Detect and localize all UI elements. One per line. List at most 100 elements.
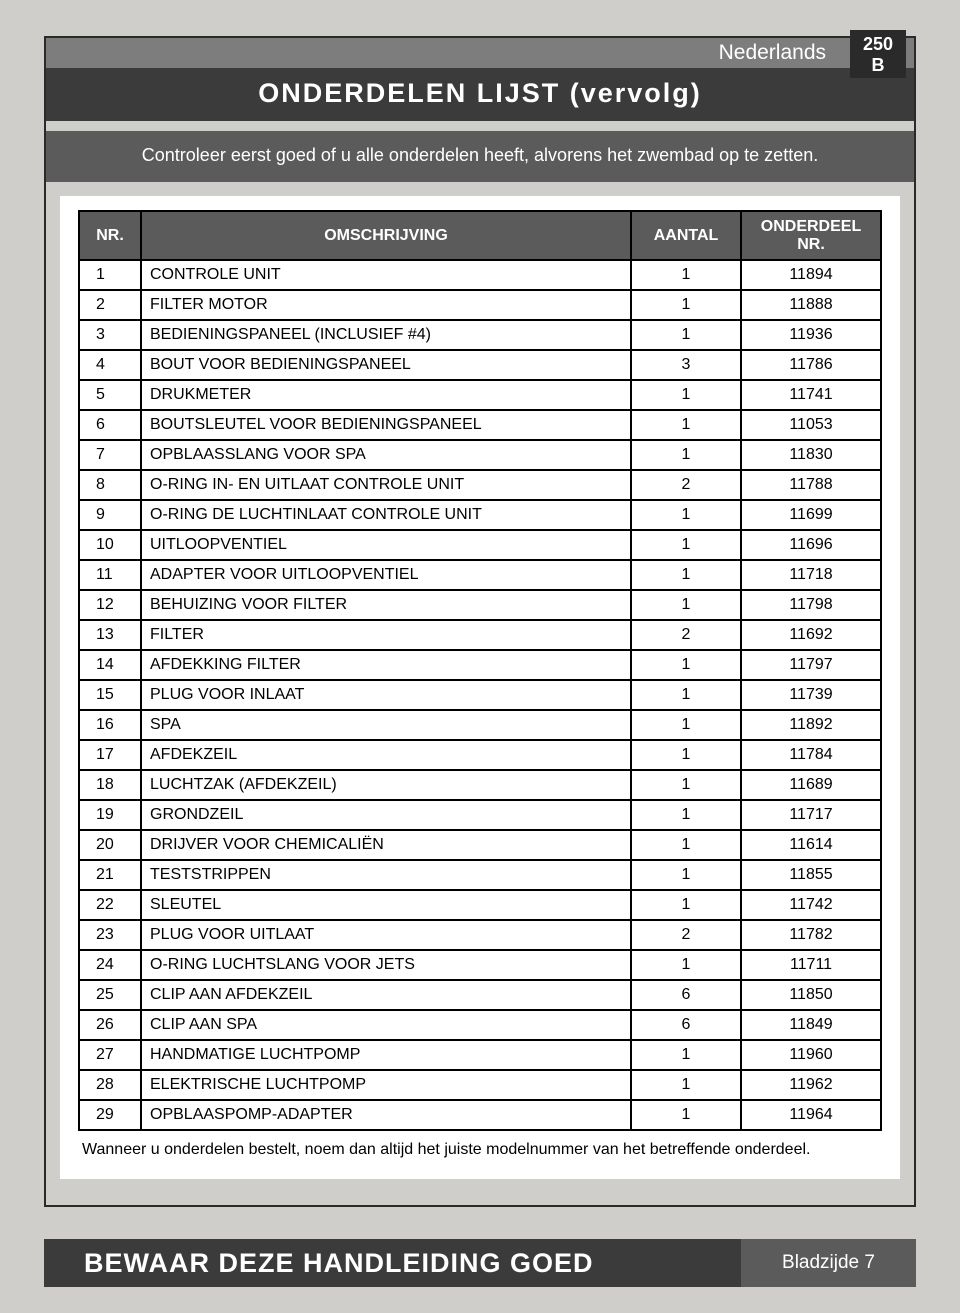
table-row: 6BOUTSLEUTEL VOOR BEDIENINGSPANEEL111053 (79, 410, 881, 440)
cell-partno: 11053 (741, 410, 881, 440)
cell-qty: 1 (631, 500, 741, 530)
cell-nr: 24 (79, 950, 141, 980)
cell-partno: 11742 (741, 890, 881, 920)
cell-qty: 2 (631, 620, 741, 650)
cell-nr: 17 (79, 740, 141, 770)
table-row: 24O-RING LUCHTSLANG VOOR JETS111711 (79, 950, 881, 980)
cell-qty: 6 (631, 980, 741, 1010)
cell-nr: 15 (79, 680, 141, 710)
cell-desc: GRONDZEIL (141, 800, 631, 830)
cell-desc: DRIJVER VOOR CHEMICALIËN (141, 830, 631, 860)
table-row: 17AFDEKZEIL111784 (79, 740, 881, 770)
col-header-qty: AANTAL (631, 211, 741, 260)
cell-partno: 11894 (741, 260, 881, 290)
cell-qty: 1 (631, 290, 741, 320)
cell-nr: 5 (79, 380, 141, 410)
cell-partno: 11718 (741, 560, 881, 590)
cell-qty: 1 (631, 680, 741, 710)
cell-qty: 1 (631, 260, 741, 290)
cell-qty: 1 (631, 830, 741, 860)
table-row: 9O-RING DE LUCHTINLAAT CONTROLE UNIT1116… (79, 500, 881, 530)
cell-nr: 12 (79, 590, 141, 620)
badge-line1: 250 (850, 34, 906, 55)
cell-qty: 6 (631, 1010, 741, 1040)
cell-qty: 1 (631, 1040, 741, 1070)
cell-partno: 11850 (741, 980, 881, 1010)
table-row: 25CLIP AAN AFDEKZEIL611850 (79, 980, 881, 1010)
table-row: 1CONTROLE UNIT111894 (79, 260, 881, 290)
cell-desc: O-RING DE LUCHTINLAAT CONTROLE UNIT (141, 500, 631, 530)
cell-desc: HANDMATIGE LUCHTPOMP (141, 1040, 631, 1070)
cell-nr: 28 (79, 1070, 141, 1100)
cell-desc: OPBLAASPOMP-ADAPTER (141, 1100, 631, 1130)
cell-desc: AFDEKKING FILTER (141, 650, 631, 680)
cell-nr: 21 (79, 860, 141, 890)
cell-qty: 1 (631, 380, 741, 410)
language-label: Nederlands (719, 41, 826, 65)
cell-nr: 26 (79, 1010, 141, 1040)
cell-qty: 1 (631, 590, 741, 620)
table-row: 26CLIP AAN SPA611849 (79, 1010, 881, 1040)
parts-table: NR. OMSCHRIJVING AANTAL ONDERDEEL NR. 1C… (78, 210, 882, 1131)
cell-partno: 11711 (741, 950, 881, 980)
cell-desc: BOUTSLEUTEL VOOR BEDIENINGSPANEEL (141, 410, 631, 440)
cell-qty: 1 (631, 1070, 741, 1100)
cell-nr: 20 (79, 830, 141, 860)
cell-nr: 25 (79, 980, 141, 1010)
top-strip: Nederlands 250 B (46, 38, 914, 68)
cell-partno: 11741 (741, 380, 881, 410)
cell-partno: 11960 (741, 1040, 881, 1070)
cell-desc: CONTROLE UNIT (141, 260, 631, 290)
table-row: 27HANDMATIGE LUCHTPOMP111960 (79, 1040, 881, 1070)
table-row: 20DRIJVER VOOR CHEMICALIËN111614 (79, 830, 881, 860)
cell-qty: 1 (631, 320, 741, 350)
cell-partno: 11739 (741, 680, 881, 710)
table-row: 2FILTER MOTOR111888 (79, 290, 881, 320)
cell-qty: 1 (631, 860, 741, 890)
cell-nr: 10 (79, 530, 141, 560)
cell-partno: 11888 (741, 290, 881, 320)
cell-desc: UITLOOPVENTIEL (141, 530, 631, 560)
table-row: 15PLUG VOOR INLAAT111739 (79, 680, 881, 710)
cell-desc: FILTER (141, 620, 631, 650)
cell-partno: 11830 (741, 440, 881, 470)
cell-partno: 11788 (741, 470, 881, 500)
cell-qty: 1 (631, 800, 741, 830)
table-row: 3BEDIENINGSPANEEL (INCLUSIEF #4)111936 (79, 320, 881, 350)
col-header-nr: NR. (79, 211, 141, 260)
cell-nr: 7 (79, 440, 141, 470)
cell-desc: TESTSTRIPPEN (141, 860, 631, 890)
table-row: 29OPBLAASPOMP-ADAPTER111964 (79, 1100, 881, 1130)
cell-qty: 1 (631, 950, 741, 980)
cell-desc: PLUG VOOR INLAAT (141, 680, 631, 710)
cell-nr: 22 (79, 890, 141, 920)
cell-qty: 3 (631, 350, 741, 380)
cell-partno: 11797 (741, 650, 881, 680)
col-header-partno: ONDERDEEL NR. (741, 211, 881, 260)
cell-desc: FILTER MOTOR (141, 290, 631, 320)
table-row: 12BEHUIZING VOOR FILTER111798 (79, 590, 881, 620)
page-title: ONDERDELEN LIJST (vervolg) (46, 68, 914, 121)
cell-nr: 9 (79, 500, 141, 530)
cell-desc: BEDIENINGSPANEEL (INCLUSIEF #4) (141, 320, 631, 350)
cell-qty: 1 (631, 770, 741, 800)
cell-qty: 1 (631, 650, 741, 680)
cell-desc: OPBLAASSLANG VOOR SPA (141, 440, 631, 470)
cell-qty: 2 (631, 470, 741, 500)
table-row: 5DRUKMETER111741 (79, 380, 881, 410)
cell-qty: 1 (631, 890, 741, 920)
cell-partno: 11692 (741, 620, 881, 650)
cell-desc: BEHUIZING VOOR FILTER (141, 590, 631, 620)
cell-nr: 8 (79, 470, 141, 500)
table-row: 19GRONDZEIL111717 (79, 800, 881, 830)
cell-nr: 23 (79, 920, 141, 950)
cell-desc: ELEKTRISCHE LUCHTPOMP (141, 1070, 631, 1100)
cell-partno: 11849 (741, 1010, 881, 1040)
cell-nr: 19 (79, 800, 141, 830)
cell-nr: 4 (79, 350, 141, 380)
cell-qty: 1 (631, 740, 741, 770)
table-row: 14AFDEKKING FILTER111797 (79, 650, 881, 680)
cell-qty: 1 (631, 440, 741, 470)
cell-desc: CLIP AAN SPA (141, 1010, 631, 1040)
cell-partno: 11699 (741, 500, 881, 530)
